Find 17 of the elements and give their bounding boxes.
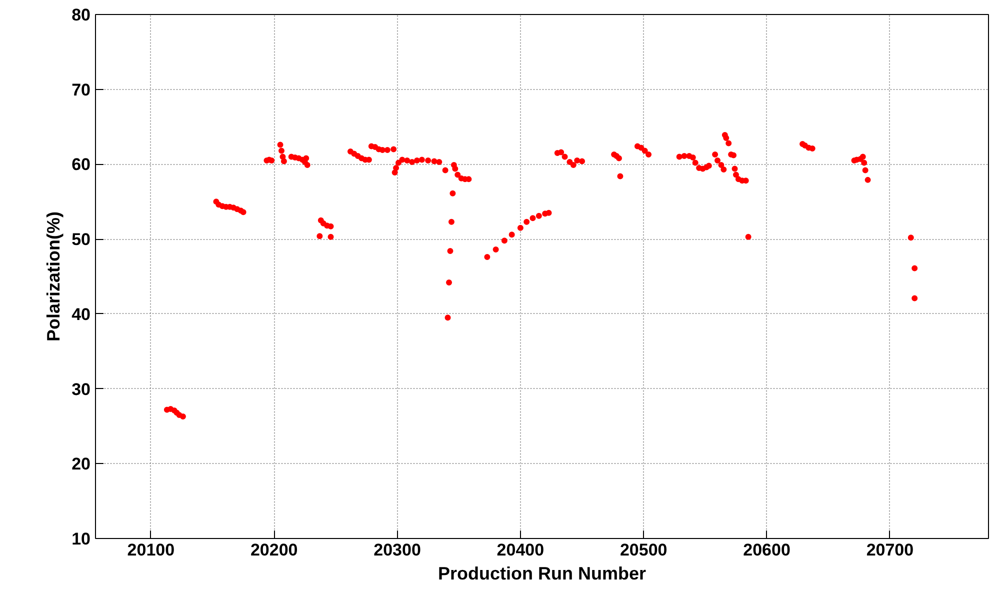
y-tick-label: 40 — [72, 304, 91, 324]
y-tick-label: 10 — [72, 530, 91, 548]
x-tick-label: 20400 — [496, 540, 544, 560]
y-tick-label: 50 — [72, 230, 91, 250]
y-tick-label: 30 — [72, 380, 91, 399]
x-tick-label: 20500 — [620, 540, 668, 560]
x-tick-label: 20100 — [127, 540, 175, 560]
x-tick-label: 20600 — [743, 540, 790, 560]
y-tick-label: 60 — [72, 155, 91, 174]
x-tick-label: 20300 — [374, 540, 421, 560]
x-tick-label: 20200 — [250, 540, 298, 560]
y-tick-label: 70 — [72, 80, 91, 100]
y-tick-label: 80 — [72, 6, 91, 24]
x-tick-label: 20700 — [866, 540, 914, 560]
y-tick-label: 20 — [72, 454, 91, 474]
x-axis-title: Production Run Number — [438, 564, 646, 584]
y-axis-title: Polarization(%) — [44, 211, 64, 342]
